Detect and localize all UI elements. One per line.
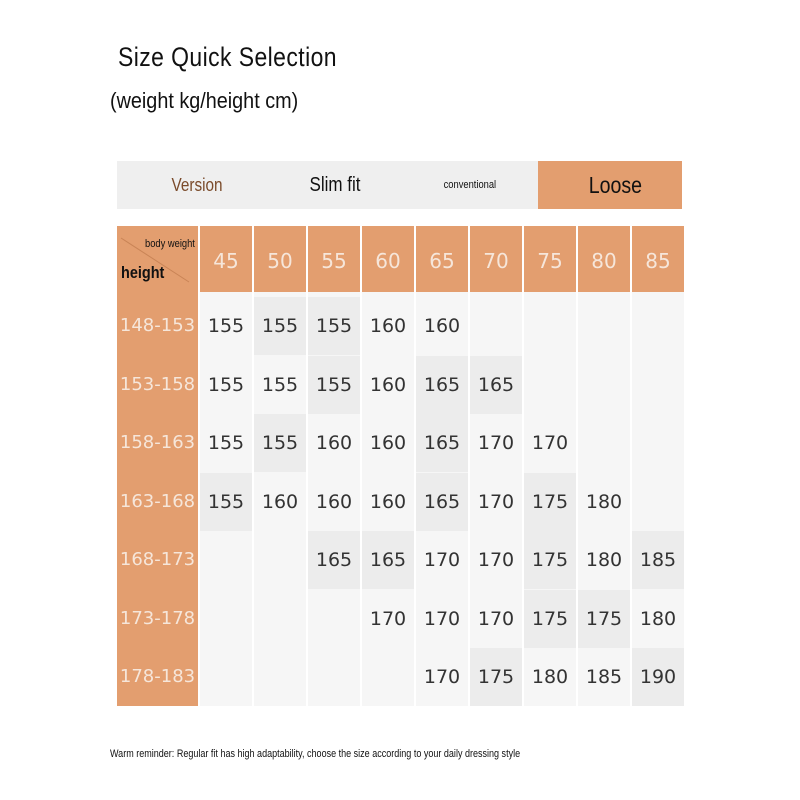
- size-cell: 175: [470, 648, 522, 706]
- column-background: [362, 292, 414, 706]
- size-cell: 155: [308, 355, 360, 414]
- height-label: 163-168: [119, 490, 196, 512]
- table-corner: body weight height: [117, 226, 198, 292]
- size-cell: [578, 414, 630, 472]
- size-cell: 170: [477, 549, 515, 571]
- weight-header: 75: [524, 226, 576, 292]
- size-cell: [524, 356, 576, 414]
- size-cell: 180: [585, 490, 623, 513]
- size-cell: 155: [207, 432, 245, 454]
- size-cell: 155: [207, 315, 245, 337]
- slim-fit-label: Slim fit: [309, 174, 361, 196]
- size-cell: 165: [362, 531, 414, 589]
- size-cell: 170: [423, 607, 461, 630]
- size-cell: 160: [261, 490, 299, 513]
- height-column: [117, 292, 198, 706]
- size-cell: [308, 648, 360, 706]
- page-subtitle: (weight kg/height cm): [110, 88, 299, 113]
- warm-reminder: Warm reminder: Regular fit has high adap…: [110, 748, 521, 760]
- size-cell: 175: [578, 589, 630, 648]
- weight-header: 45: [200, 226, 252, 292]
- conventional-label: conventional: [443, 179, 497, 191]
- height-label: 158-163: [119, 432, 196, 453]
- size-cell: 185: [585, 666, 623, 688]
- weight-header: 50: [254, 226, 306, 292]
- weight-header: 80: [578, 226, 630, 292]
- size-cell: 165: [470, 355, 522, 414]
- weight-header: 85: [632, 226, 684, 292]
- size-cell: 170: [477, 432, 515, 454]
- size-cell: 165: [416, 472, 468, 531]
- size-cell: 160: [315, 432, 353, 454]
- size-cell: [470, 297, 522, 355]
- size-cell: 160: [369, 490, 407, 513]
- size-cell: [632, 414, 684, 472]
- size-cell: 160: [315, 490, 353, 513]
- size-cell: 175: [524, 472, 576, 531]
- size-cell: [362, 648, 414, 706]
- size-cell: 180: [531, 666, 569, 688]
- size-cell: 165: [308, 531, 360, 589]
- size-cell: 165: [416, 414, 468, 472]
- size-cell: [524, 297, 576, 355]
- diagonal-divider-icon: [120, 237, 190, 283]
- size-cell: 160: [369, 315, 407, 337]
- size-cell: [632, 297, 684, 355]
- size-cell: [254, 590, 306, 648]
- weight-header: 55: [308, 226, 360, 292]
- size-cell: 160: [369, 432, 407, 454]
- size-cell: [254, 648, 306, 706]
- corner-height-label: height: [121, 263, 165, 282]
- size-cell: 175: [524, 531, 576, 589]
- height-label: 178-183: [119, 666, 196, 687]
- size-cell: 155: [254, 414, 306, 472]
- size-cell: 180: [639, 607, 677, 630]
- size-cell: 155: [261, 373, 299, 396]
- size-cell: 170: [423, 666, 461, 688]
- size-cell: 155: [308, 297, 360, 355]
- size-cell: 160: [423, 315, 461, 337]
- size-cell: 165: [416, 355, 468, 414]
- size-cell: [200, 531, 252, 589]
- size-cell: [200, 648, 252, 706]
- size-cell: 185: [632, 531, 684, 589]
- size-cell: 155: [207, 373, 245, 396]
- size-cell: [632, 473, 684, 531]
- size-cell: [308, 590, 360, 648]
- size-cell: 180: [585, 549, 623, 571]
- size-cell: 175: [524, 589, 576, 648]
- size-cell: 170: [423, 549, 461, 571]
- size-cell: 160: [369, 373, 407, 396]
- height-label: 168-173: [119, 549, 196, 570]
- size-cell: 155: [254, 297, 306, 355]
- size-cell: [200, 590, 252, 648]
- size-cell: 170: [477, 607, 515, 630]
- weight-header: 70: [470, 226, 522, 292]
- weight-header: 65: [416, 226, 468, 292]
- size-cell: [254, 531, 306, 589]
- size-cell: [632, 356, 684, 414]
- size-cell: 155: [200, 472, 252, 531]
- version-label: Version: [171, 175, 223, 195]
- loose-cell: Loose: [538, 161, 682, 209]
- corner-weight-label: body weight: [145, 238, 195, 250]
- size-cell: 190: [632, 648, 684, 706]
- weight-header: 60: [362, 226, 414, 292]
- page-title: Size Quick Selection: [118, 42, 337, 72]
- height-label: 148-153: [119, 315, 196, 336]
- size-cell: [578, 297, 630, 355]
- height-label: 173-178: [119, 607, 196, 629]
- size-cell: 170: [369, 607, 407, 630]
- size-cell: 170: [531, 432, 569, 454]
- size-cell: [578, 356, 630, 414]
- column-background: [632, 292, 684, 706]
- loose-label: Loose: [588, 172, 642, 198]
- column-background: [254, 292, 306, 706]
- height-label: 153-158: [119, 373, 196, 395]
- size-cell: 170: [477, 490, 515, 513]
